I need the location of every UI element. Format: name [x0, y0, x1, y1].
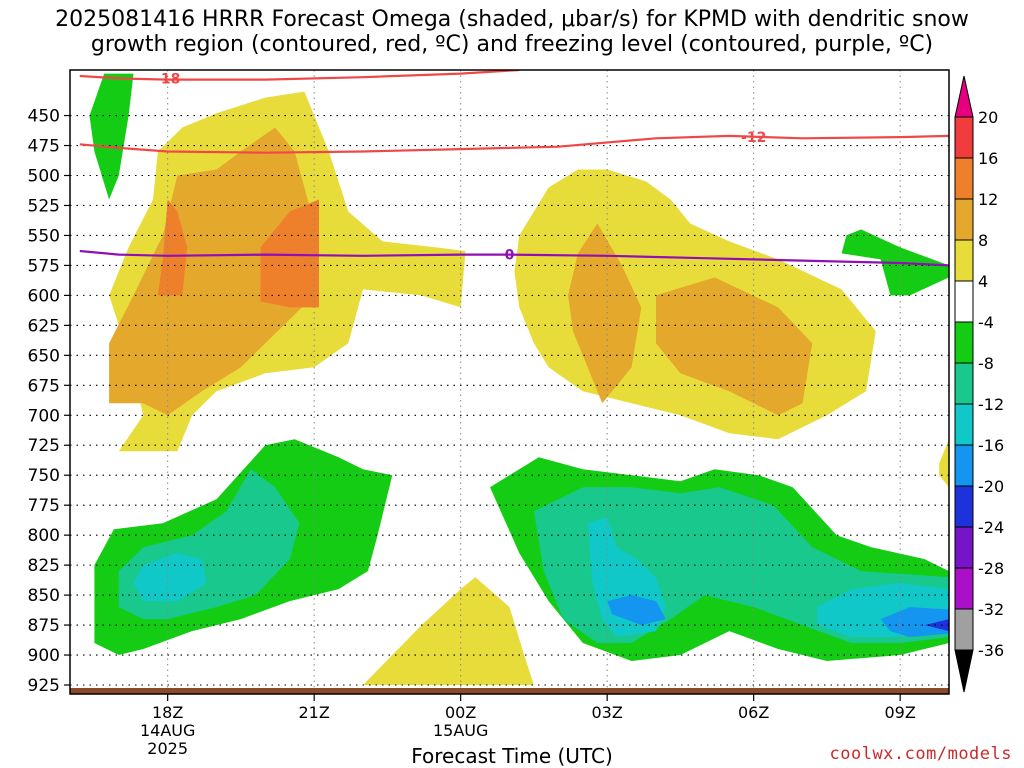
omega-region-8-7 — [568, 223, 642, 404]
omega-region--20-20 — [924, 619, 949, 632]
colorbar-label--20: -20 — [978, 477, 1004, 496]
y-tick-label-775: 775 — [28, 496, 60, 516]
y-tick-label-825: 825 — [28, 556, 60, 576]
x-tick-label-21Z: 21Z — [299, 703, 330, 722]
omega-region--16-19 — [880, 607, 949, 638]
x-tick-label-03Z: 03Z — [592, 703, 623, 722]
colorbar-label--24: -24 — [978, 518, 1004, 537]
y-tick-label-650: 650 — [28, 346, 60, 366]
omega-region--16-18 — [607, 595, 666, 626]
y-tick-label-450: 450 — [28, 107, 60, 127]
colorbar-bottom-triangle — [954, 649, 974, 693]
omega-region-4-3 — [363, 577, 534, 685]
y-tick-label-750: 750 — [28, 466, 60, 486]
colorbar-label--4: -4 — [978, 313, 994, 332]
colorbar-box-2 — [954, 198, 974, 241]
y-tick-label-500: 500 — [28, 166, 60, 186]
omega-region-8-4 — [109, 127, 315, 416]
colorbar-top-triangle — [954, 75, 974, 118]
colorbar-box-10 — [954, 526, 974, 569]
y-tick-label-925: 925 — [28, 676, 60, 696]
colorbar-label-4: 4 — [978, 272, 988, 291]
colorbar-box-7 — [954, 403, 974, 446]
y-tick-label-600: 600 — [28, 286, 60, 306]
colorbar-label--8: -8 — [978, 354, 994, 373]
y-tick-label-550: 550 — [28, 226, 60, 246]
colorbar-label--36: -36 — [978, 641, 1004, 660]
x-axis-label: Forecast Time (UTC) — [411, 744, 613, 768]
colorbar-label-20: 20 — [978, 108, 998, 127]
y-tick-label-575: 575 — [28, 256, 60, 276]
contour-line--12 — [79, 134, 949, 154]
chart-title-line-1: 2025081416 HRRR Forecast Omega (shaded, … — [55, 7, 969, 32]
colorbar-label-16: 16 — [978, 149, 998, 168]
plot-frame — [69, 69, 950, 695]
contour-label--18: -18 — [155, 71, 180, 87]
omega-region-12-5 — [157, 199, 188, 296]
colorbar-box-12 — [954, 608, 974, 651]
y-tick-label-625: 625 — [28, 316, 60, 336]
site-credit: coolwx.com/models — [829, 744, 1012, 764]
contour-line-0 — [79, 249, 949, 267]
colorbar-box-1 — [954, 157, 974, 200]
omega-region-4-2 — [939, 439, 949, 488]
colorbar-label--32: -32 — [978, 600, 1004, 619]
y-tick-label-900: 900 — [28, 646, 60, 666]
y-tick-label-875: 875 — [28, 616, 60, 636]
colorbar-box-5 — [954, 321, 974, 364]
contour-line--18 — [79, 70, 520, 81]
colorbar-box-3 — [954, 239, 974, 282]
colorbar-label--28: -28 — [978, 559, 1004, 578]
x-tick-label-00Z: 00Z — [445, 703, 476, 722]
contour-label--12: -12 — [741, 130, 766, 146]
omega-region--4-9 — [89, 73, 134, 200]
x-tick-date-15AUG: 15AUG — [433, 721, 488, 740]
contour-label-0: 0 — [505, 248, 515, 264]
x-tick-label-09Z: 09Z — [885, 703, 916, 722]
y-tick-label-850: 850 — [28, 586, 60, 606]
colorbar-box-4 — [954, 280, 974, 323]
colorbar-box-6 — [954, 362, 974, 405]
colorbar-label--12: -12 — [978, 395, 1004, 414]
x-tick-label-06Z: 06Z — [738, 703, 769, 722]
colorbar-box-11 — [954, 567, 974, 610]
y-tick-label-800: 800 — [28, 526, 60, 546]
colorbar-box-9 — [954, 485, 974, 528]
colorbar-label-8: 8 — [978, 231, 988, 250]
colorbar-box-0 — [954, 116, 974, 159]
colorbar-box-8 — [954, 444, 974, 487]
x-tick-label-18Z: 18Z — [152, 703, 183, 722]
colorbar-label--16: -16 — [978, 436, 1004, 455]
y-tick-label-675: 675 — [28, 376, 60, 396]
chart-title-line-2: growth region (contoured, red, ºC) and f… — [90, 32, 934, 57]
y-tick-label-700: 700 — [28, 406, 60, 426]
y-tick-label-475: 475 — [28, 137, 60, 157]
x-tick-year-2025: 2025 — [147, 739, 188, 758]
x-tick-date-14AUG: 14AUG — [140, 721, 195, 740]
y-tick-label-525: 525 — [28, 196, 60, 216]
omega-region-8-8 — [656, 277, 813, 416]
y-tick-label-725: 725 — [28, 436, 60, 456]
omega-region-12-6 — [260, 199, 319, 308]
surface-band — [70, 688, 949, 694]
colorbar-label-12: 12 — [978, 190, 998, 209]
